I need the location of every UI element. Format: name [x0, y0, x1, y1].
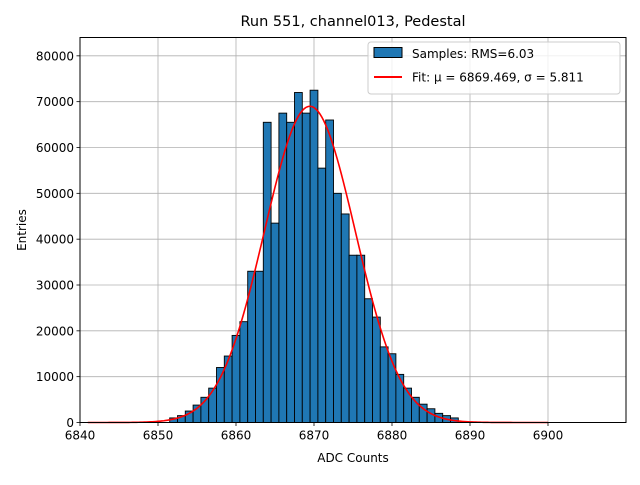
legend-box — [367, 41, 621, 95]
plot-frame — [79, 37, 627, 423]
legend-histogram-swatch — [373, 47, 403, 58]
histogram-bar — [379, 346, 389, 423]
x-tick-label: 6890 — [455, 429, 486, 443]
y-tick-label: 30000 — [36, 279, 74, 293]
x-axis-ticks: 6840 6850 6860 6870 6880 6890 6900 — [65, 422, 564, 443]
x-tick-label: 6880 — [377, 429, 408, 443]
y-tick-label: 20000 — [36, 324, 74, 338]
histogram-bar — [270, 222, 280, 423]
histogram-bar — [208, 387, 217, 423]
histogram-bar — [387, 353, 397, 423]
y-tick-label: 60000 — [36, 141, 74, 155]
legend-fit-label: Fit: μ = 6869.469, σ = 5.811 — [412, 71, 584, 85]
histogram-bar — [340, 213, 350, 423]
y-tick-label: 70000 — [36, 95, 74, 109]
histogram-bar — [294, 92, 303, 423]
histogram-bar — [255, 270, 264, 423]
histogram-bar — [395, 373, 405, 423]
x-tick-label: 6870 — [299, 429, 330, 443]
y-tick-label: 10000 — [36, 370, 74, 384]
histogram-bar — [262, 121, 272, 423]
x-axis-label: ADC Counts — [317, 451, 389, 465]
y-tick-label: 40000 — [36, 233, 74, 247]
histogram-bar — [356, 254, 366, 423]
legend-fit-separator: , — [517, 71, 525, 85]
histogram-bar — [239, 321, 249, 423]
y-tick-label: 80000 — [36, 49, 74, 63]
legend-fit-sigma: σ = 5.811 — [524, 71, 584, 85]
legend-fit-mu: μ = 6869.469 — [434, 71, 517, 85]
fit-curve — [87, 105, 548, 424]
histogram-bar — [372, 316, 381, 423]
y-axis-label: Entries — [15, 209, 29, 251]
histogram-bar — [333, 192, 342, 423]
x-tick-label: 6850 — [143, 429, 174, 443]
x-tick-label: 6860 — [221, 429, 252, 443]
histogram-bar — [301, 112, 311, 423]
histogram-bar — [348, 254, 358, 423]
histogram-bar — [364, 298, 373, 423]
histogram-bar — [286, 121, 295, 423]
legend-histogram-label: Samples: RMS=6.03 — [412, 47, 534, 61]
y-axis-ticks: 0 10000 20000 30000 40000 50000 60000 70000 8000… — [36, 49, 80, 430]
legend-fit-prefix: Fit: — [412, 71, 434, 85]
histogram-bar — [325, 119, 334, 423]
histogram-bar — [309, 89, 319, 423]
histogram-bar — [317, 167, 327, 423]
chart-title: Run 551, channel013, Pedestal — [240, 14, 465, 30]
histogram-bar — [403, 387, 412, 423]
y-tick-label: 0 — [66, 416, 74, 430]
legend: Samples: RMS=6.03 Fit: μ = 6869.469, σ =… — [367, 41, 621, 95]
x-tick-label: 6900 — [533, 429, 564, 443]
x-tick-label: 6840 — [65, 429, 96, 443]
y-tick-label: 50000 — [36, 187, 74, 201]
